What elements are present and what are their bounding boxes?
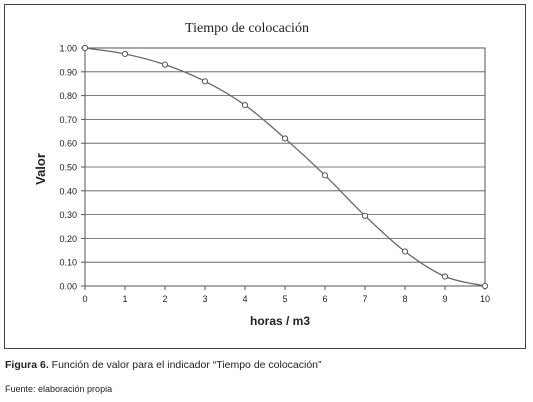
chart-title: Tiempo de colocación bbox=[185, 21, 309, 36]
axes bbox=[81, 47, 486, 290]
caption-text: Función de valor para el indicador “Tiem… bbox=[48, 359, 322, 371]
y-tick-label: 0.20 bbox=[59, 234, 77, 244]
data-point bbox=[321, 172, 329, 179]
x-tick-label: 0 bbox=[82, 294, 87, 304]
x-tick-label: 9 bbox=[442, 294, 447, 304]
y-tick-label: 0.60 bbox=[59, 139, 77, 149]
x-tick-label: 1 bbox=[122, 294, 127, 304]
figure-frame: Tiempo de colocación 0.00 0.10 0.20 0.30 0.4… bbox=[4, 4, 526, 349]
x-tick-label: 5 bbox=[282, 294, 287, 304]
data-point bbox=[241, 102, 249, 109]
x-axis-label: horas / m3 bbox=[250, 314, 310, 328]
y-tick-label: 0.10 bbox=[59, 258, 77, 268]
line-chart: Tiempo de colocación 0.00 0.10 0.20 0.30 0.4… bbox=[33, 21, 490, 328]
y-tick-label: 0.80 bbox=[59, 91, 77, 101]
data-point bbox=[201, 78, 209, 85]
x-tick-label: 6 bbox=[322, 294, 327, 304]
data-point bbox=[401, 248, 409, 255]
x-tick-label: 10 bbox=[480, 294, 490, 304]
figure-source: Fuente: elaboración propia bbox=[5, 384, 113, 394]
y-tick-label: 0.70 bbox=[59, 115, 77, 125]
series-markers bbox=[81, 44, 489, 290]
y-tick-label: 1.00 bbox=[59, 44, 77, 54]
x-tick-label: 4 bbox=[242, 294, 247, 304]
y-tick-label: 0.90 bbox=[59, 67, 77, 77]
y-axis-label: Valor bbox=[33, 153, 48, 185]
y-tick-label: 0.40 bbox=[59, 186, 77, 196]
x-tick-label: 8 bbox=[402, 294, 407, 304]
x-tick-label: 2 bbox=[162, 294, 167, 304]
y-tick-label: 0.50 bbox=[59, 163, 77, 173]
data-point bbox=[481, 282, 489, 290]
x-tick-label: 7 bbox=[362, 294, 367, 304]
data-point bbox=[361, 212, 369, 219]
data-point bbox=[81, 44, 89, 52]
y-tick-label: 0.30 bbox=[59, 210, 77, 220]
y-tick-label: 0.00 bbox=[59, 282, 77, 292]
data-point bbox=[121, 50, 129, 58]
tick-labels: 0.00 0.10 0.20 0.30 0.40 0.50 0.60 0.70 0.80 0.90… bbox=[59, 44, 490, 305]
caption-label: Figura 6. bbox=[5, 359, 49, 371]
x-tick-label: 3 bbox=[202, 294, 207, 304]
grid-lines bbox=[85, 71, 485, 263]
data-point bbox=[281, 135, 289, 142]
data-point bbox=[161, 61, 169, 68]
data-point bbox=[441, 273, 449, 280]
figure-caption: Figura 6. Función de valor para el indic… bbox=[5, 359, 322, 371]
